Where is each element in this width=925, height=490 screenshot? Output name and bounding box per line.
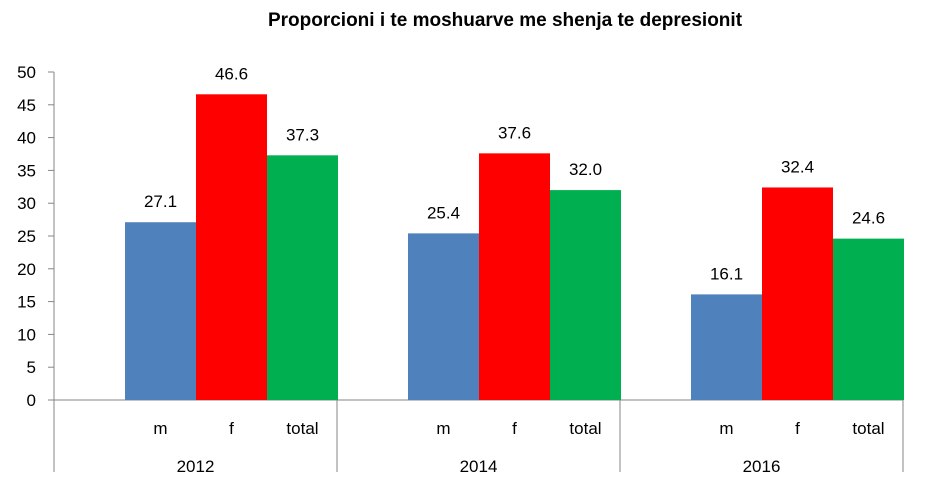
bar xyxy=(550,190,621,400)
value-labels: 27.1 46.6 37.3 25.4 37.6 32.0 16.1 32.4 24.6 xyxy=(144,64,885,283)
bar xyxy=(833,238,904,400)
category-label: total xyxy=(286,419,318,438)
y-axis-ticks: 0 5 10 15 20 25 30 35 40 45 50 xyxy=(17,63,54,410)
bar-value-label: 16.1 xyxy=(710,264,743,283)
bar xyxy=(479,153,550,400)
category-label: f xyxy=(229,419,234,438)
y-tick-label: 30 xyxy=(17,194,36,213)
y-tick-label: 35 xyxy=(17,161,36,180)
bar-value-label: 46.6 xyxy=(215,64,248,83)
y-tick-label: 5 xyxy=(27,358,36,377)
category-label: f xyxy=(795,419,800,438)
category-label: total xyxy=(569,419,601,438)
group-label: 2016 xyxy=(743,457,781,476)
category-label: f xyxy=(512,419,517,438)
category-label: total xyxy=(852,419,884,438)
y-tick-label: 45 xyxy=(17,96,36,115)
bar-value-label: 32.4 xyxy=(781,157,814,176)
y-tick-label: 0 xyxy=(27,391,36,410)
category-label: m xyxy=(719,419,733,438)
y-tick-label: 25 xyxy=(17,227,36,246)
bar xyxy=(408,233,479,400)
x-axis-labels: m f total 2012 m f total 2014 m f total 2016 xyxy=(153,419,884,476)
category-label: m xyxy=(153,419,167,438)
bar-value-label: 25.4 xyxy=(427,203,460,222)
y-tick-label: 50 xyxy=(17,63,36,82)
y-tick-label: 10 xyxy=(17,325,36,344)
bar xyxy=(125,222,196,400)
bar xyxy=(196,94,267,400)
y-tick-label: 20 xyxy=(17,260,36,279)
y-tick-label: 40 xyxy=(17,129,36,148)
y-tick-label: 15 xyxy=(17,293,36,312)
bar-value-label: 37.6 xyxy=(498,123,531,142)
bar-value-label: 27.1 xyxy=(144,192,177,211)
bar xyxy=(267,155,338,400)
bar-value-label: 24.6 xyxy=(852,209,885,228)
group-label: 2014 xyxy=(460,457,498,476)
category-label: m xyxy=(436,419,450,438)
bar xyxy=(762,187,833,400)
bars xyxy=(125,94,904,400)
bar xyxy=(691,294,762,400)
bar-value-label: 32.0 xyxy=(569,160,602,179)
group-label: 2012 xyxy=(177,457,215,476)
bar-value-label: 37.3 xyxy=(286,125,319,144)
chart-title: Proporcioni i te moshuarve me shenja te … xyxy=(267,10,743,31)
